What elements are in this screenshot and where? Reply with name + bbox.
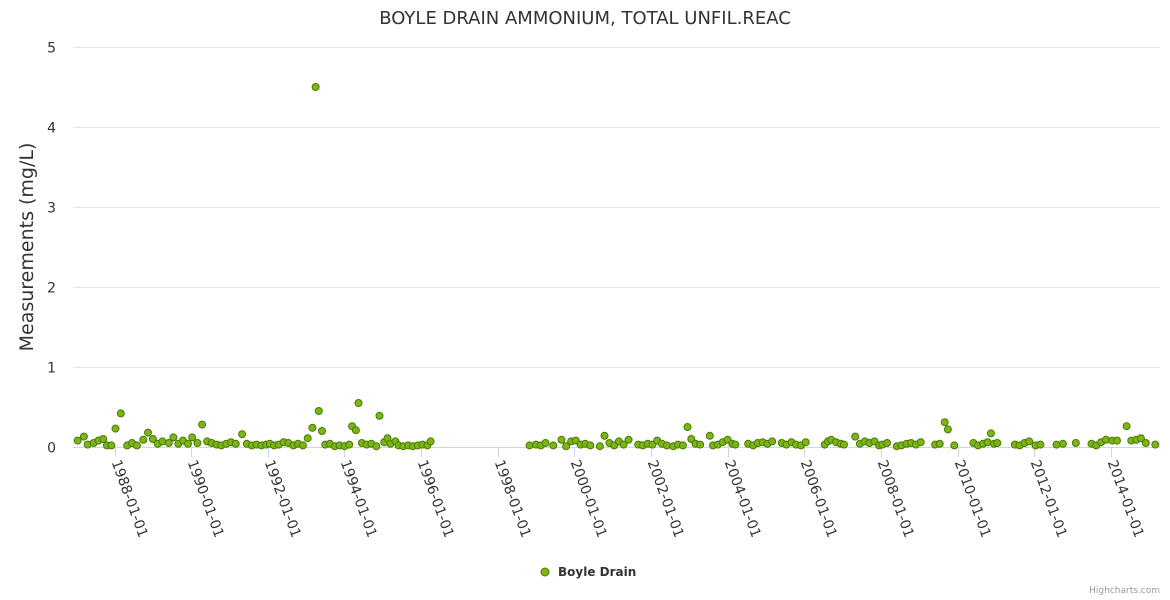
data-point[interactable] <box>1101 435 1110 444</box>
data-point[interactable] <box>678 441 687 450</box>
data-point[interactable] <box>1025 437 1034 446</box>
data-point[interactable] <box>696 440 705 449</box>
y-tick-label: 4 <box>47 121 56 137</box>
data-point[interactable] <box>193 439 202 447</box>
data-point[interactable] <box>950 441 959 450</box>
data-point[interactable] <box>132 441 141 450</box>
data-point[interactable] <box>705 431 714 440</box>
data-point[interactable] <box>1122 422 1131 431</box>
data-point[interactable] <box>372 442 381 451</box>
data-point[interactable] <box>351 426 360 435</box>
data-point[interactable] <box>624 435 633 444</box>
data-point[interactable] <box>541 439 550 447</box>
data-point[interactable] <box>314 407 323 415</box>
data-point[interactable] <box>144 428 152 437</box>
data-point[interactable] <box>851 432 860 441</box>
data-point[interactable] <box>600 431 609 440</box>
legend[interactable]: Boyle Drain <box>540 565 636 579</box>
data-point[interactable] <box>940 418 949 427</box>
data-point[interactable] <box>883 439 892 447</box>
data-point[interactable] <box>318 427 326 435</box>
data-point[interactable] <box>1052 440 1061 449</box>
data-point[interactable] <box>73 436 82 445</box>
data-point[interactable] <box>375 411 384 420</box>
data-point[interactable] <box>188 433 197 442</box>
data-point[interactable] <box>169 433 178 442</box>
data-point[interactable] <box>184 439 192 448</box>
data-point[interactable] <box>148 435 157 443</box>
data-point[interactable] <box>303 434 312 443</box>
data-point[interactable] <box>983 438 992 447</box>
data-point[interactable] <box>158 437 167 446</box>
data-point[interactable] <box>1151 440 1160 449</box>
data-point[interactable] <box>79 432 88 441</box>
data-point[interactable] <box>662 441 671 450</box>
legend-marker <box>540 567 550 577</box>
data-point[interactable] <box>308 423 317 432</box>
y-axis-label: Measurements (mg/L) <box>16 143 38 352</box>
data-point[interactable] <box>1141 439 1150 447</box>
data-point[interactable] <box>840 440 848 449</box>
data-point[interactable] <box>231 439 240 448</box>
data-point[interactable] <box>354 399 363 407</box>
legend-label: Boyle Drain <box>558 565 636 579</box>
data-point[interactable] <box>557 435 566 444</box>
data-point[interactable] <box>164 439 173 447</box>
data-points <box>73 83 1160 451</box>
data-point[interactable] <box>198 420 207 429</box>
chart-credits[interactable]: Highcharts.com <box>1089 586 1160 596</box>
data-point[interactable] <box>562 442 571 451</box>
data-point[interactable] <box>586 441 595 450</box>
data-point[interactable] <box>1036 440 1045 449</box>
data-point[interactable] <box>916 438 925 447</box>
data-point[interactable] <box>525 441 534 450</box>
data-point[interactable] <box>1071 439 1080 447</box>
y-axis-ticks: 0 1 2 3 4 5 <box>47 41 56 457</box>
data-point[interactable] <box>986 429 995 438</box>
grid-lines <box>73 47 1160 368</box>
data-point[interactable] <box>99 435 108 443</box>
data-point[interactable] <box>426 437 435 446</box>
data-point[interactable] <box>1136 434 1145 443</box>
data-point[interactable] <box>116 409 125 418</box>
data-point[interactable] <box>768 437 777 446</box>
data-point[interactable] <box>683 423 692 431</box>
data-point[interactable] <box>731 440 740 449</box>
data-point[interactable] <box>298 441 307 450</box>
data-point[interactable] <box>1113 436 1121 445</box>
data-point[interactable] <box>139 435 148 444</box>
data-point[interactable] <box>311 83 320 91</box>
y-tick-label: 0 <box>47 441 56 457</box>
data-point[interactable] <box>238 430 247 439</box>
data-point[interactable] <box>993 439 1002 447</box>
data-point[interactable] <box>935 439 944 448</box>
data-point[interactable] <box>1058 439 1067 448</box>
y-tick-label: 3 <box>47 201 56 217</box>
chart-title: BOYLE DRAIN AMMONIUM, TOTAL UNFIL.REAC <box>379 8 791 29</box>
y-tick-label: 1 <box>47 361 56 377</box>
data-point[interactable] <box>345 440 354 449</box>
y-tick-label: 2 <box>47 281 56 297</box>
y-tick-label: 5 <box>47 41 56 57</box>
data-point[interactable] <box>619 440 628 449</box>
data-point[interactable] <box>943 425 952 434</box>
data-point[interactable] <box>111 424 120 433</box>
data-point[interactable] <box>549 441 558 450</box>
data-point[interactable] <box>107 441 116 450</box>
data-point[interactable] <box>801 438 810 447</box>
data-point[interactable] <box>595 442 604 451</box>
